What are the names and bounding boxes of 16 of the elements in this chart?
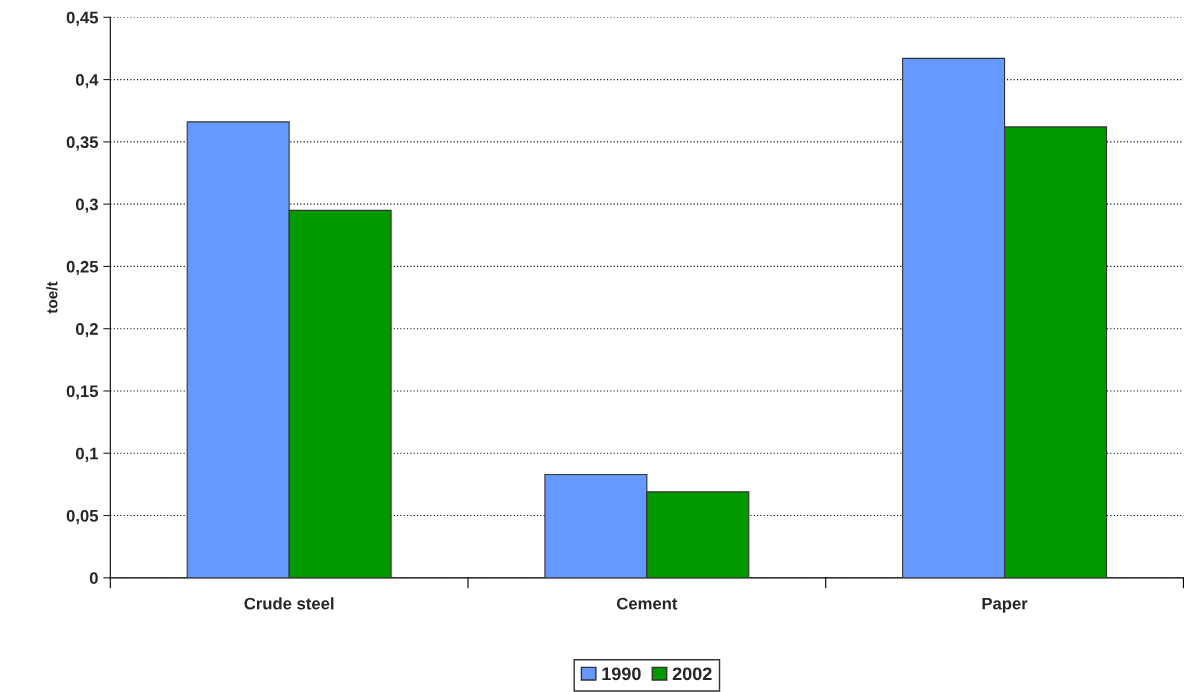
y-tick-label: 0,05 (66, 509, 99, 525)
x-tick-label: Paper (982, 597, 1028, 613)
x-tick-label: Cement (616, 597, 678, 610)
legend-label: 2002 (672, 667, 712, 681)
y-tick-label: 0 (89, 572, 98, 585)
y-tick-label: 0,2 (75, 323, 98, 338)
y-axis-title: toe/t (46, 281, 58, 314)
y-tick-label: 0,25 (66, 260, 99, 276)
y-tick-label: 0,1 (75, 447, 99, 462)
x-tick-label: Crude steel (244, 597, 334, 610)
y-tick-label: 0,35 (66, 136, 99, 151)
y-tick-label: 0,4 (75, 73, 99, 89)
legend-label: 1990 (602, 667, 641, 681)
y-tick-label: 0,3 (75, 198, 98, 213)
y-tick-label: 0,15 (66, 385, 99, 400)
y-tick-label: 0,45 (66, 11, 99, 26)
